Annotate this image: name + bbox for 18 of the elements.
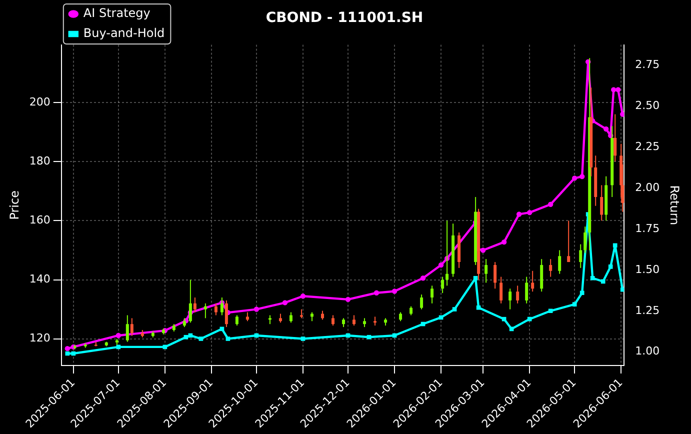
y2-tick-label: 1.25 — [635, 304, 660, 317]
y-tick-label: 160 — [29, 214, 50, 227]
y-tick-label: 120 — [29, 332, 50, 345]
y2-axis-title: Return — [668, 185, 682, 226]
y2-tick-label: 1.75 — [635, 222, 660, 235]
y-tick-label: 180 — [29, 154, 50, 168]
y-axis-title: Price — [7, 190, 22, 220]
y2-tick-label: 1.00 — [635, 344, 660, 358]
y-tick-label: 200 — [29, 95, 50, 108]
y2-tick-label: 1.50 — [635, 262, 660, 276]
y2-tick-label: 2.75 — [635, 58, 660, 71]
y-tick-label: 140 — [29, 272, 50, 286]
legend-label: Buy-and-Hold — [83, 26, 165, 40]
y2-tick-label: 2.25 — [635, 140, 660, 153]
y2-tick-label: 2.50 — [635, 98, 660, 112]
chart-title: CBOND - 111001.SH — [266, 10, 424, 26]
legend-label: AI Strategy — [83, 6, 150, 20]
y2-tick-label: 2.00 — [635, 180, 660, 194]
